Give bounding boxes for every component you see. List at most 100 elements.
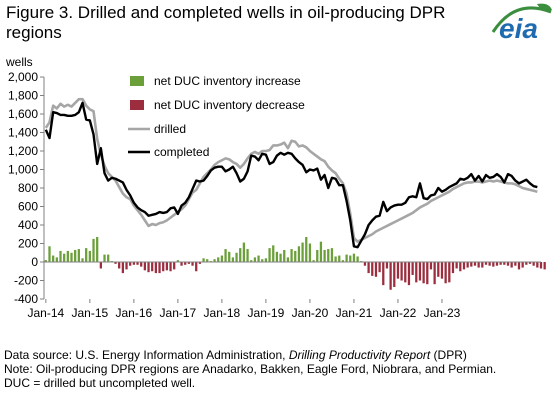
duc-decrease-bar: [488, 262, 491, 266]
duc-increase-bar: [316, 249, 319, 262]
duc-decrease-bar: [132, 262, 135, 265]
duc-decrease-bar: [514, 262, 517, 266]
definition-line: DUC = drilled but uncompleted well.: [4, 376, 196, 390]
duc-increase-bar: [202, 258, 205, 262]
duc-increase-bar: [176, 260, 180, 262]
y-axis-label: wells: [5, 55, 33, 69]
x-tick-label: Jan-14: [27, 306, 64, 320]
duc-increase-bar: [81, 258, 84, 262]
y-tick-label: -400: [14, 292, 38, 306]
duc-decrease-bar: [539, 262, 543, 269]
source-prefix: Data source: U.S. Energy Information Adm…: [4, 348, 286, 362]
x-tick-label: Jan-22: [380, 306, 417, 320]
duc-increase-bar: [107, 254, 110, 262]
x-tick-label: Jan-19: [248, 306, 285, 320]
y-tick-label: 1,200: [8, 144, 38, 158]
duc-decrease-bar: [440, 262, 444, 279]
duc-decrease-bar: [184, 262, 187, 265]
duc-increase-bar: [323, 249, 326, 262]
duc-increase-bar: [286, 257, 290, 263]
source-line: Data source: U.S. Energy Information Adm…: [4, 348, 556, 362]
chart-title: Figure 3. Drilled and completed wells in…: [6, 3, 446, 42]
duc-increase-bar: [213, 259, 216, 262]
duc-decrease-bar: [418, 262, 422, 281]
duc-decrease-bar: [422, 262, 425, 284]
duc-decrease-bar: [426, 262, 429, 285]
duc-decrease-bar: [367, 262, 370, 274]
duc-increase-bar: [217, 257, 220, 263]
duc-increase-bar: [327, 249, 330, 262]
duc-increase-bar: [305, 237, 308, 262]
y-tick-label: 1,800: [8, 89, 38, 103]
duc-decrease-bar: [543, 262, 546, 270]
eia-logo-graphic: eia: [491, 3, 552, 44]
duc-increase-bar: [272, 245, 275, 262]
duc-decrease-bar: [374, 262, 378, 277]
duc-decrease-bar: [532, 262, 535, 266]
chart-lines: [44, 97, 538, 249]
duc-decrease-bar: [429, 262, 433, 270]
duc-increase-bar: [48, 246, 51, 262]
duc-decrease-bar: [495, 262, 499, 266]
duc-decrease-bar: [517, 262, 521, 270]
duc-increase-bar: [349, 255, 352, 262]
y-tick-label: 1,000: [8, 163, 38, 177]
duc-increase-bar: [341, 260, 345, 262]
duc-increase-bar: [250, 260, 253, 262]
chart-plot: -400 -200 0 200 400 600 800 1,000 1,200 1,400 1,60…: [5, 55, 546, 320]
duc-decrease-bar: [147, 262, 150, 273]
duc-increase-bar: [261, 259, 264, 262]
duc-decrease-bar: [411, 262, 414, 275]
duc-increase-bar: [283, 249, 286, 262]
duc-decrease-bar: [382, 262, 385, 286]
duc-decrease-bar: [121, 262, 124, 274]
x-tick-label: Jan-15: [71, 306, 108, 320]
x-tick-label: Jan-16: [116, 306, 153, 320]
y-tick-label: -200: [14, 274, 38, 288]
duc-decrease-bar: [151, 262, 154, 272]
source-suffix: (DPR): [433, 348, 467, 362]
duc-increase-bar: [246, 249, 249, 262]
duc-increase-bar: [268, 248, 271, 263]
duc-decrease-bar: [481, 262, 484, 268]
duc-decrease-bar: [484, 262, 488, 265]
duc-decrease-bar: [136, 262, 139, 265]
duc-increase-bar: [224, 249, 227, 262]
duc-increase-bar: [334, 256, 337, 262]
duc-decrease-bar: [433, 262, 436, 285]
duc-decrease-bar: [499, 262, 502, 265]
duc-increase-bar: [356, 256, 359, 262]
duc-decrease-bar: [187, 262, 191, 264]
duc-decrease-bar: [473, 262, 477, 266]
duc-increase-bar: [88, 250, 91, 262]
duc-decrease-bar: [378, 262, 381, 273]
y-tick-label: 2,000: [8, 70, 38, 84]
duc-decrease-bar: [129, 262, 132, 266]
legend-completed-label: completed: [154, 145, 209, 159]
duc-decrease-bar: [459, 262, 462, 272]
duc-decrease-bar: [143, 262, 146, 271]
duc-decrease-bar: [492, 262, 495, 267]
duc-decrease-bar: [536, 262, 539, 268]
duc-decrease-bar: [195, 262, 198, 272]
duc-decrease-bar: [400, 262, 403, 281]
duc-increase-bar: [77, 249, 80, 262]
duc-decrease-bar: [118, 262, 121, 269]
completed-line: [44, 101, 538, 249]
duc-decrease-bar: [198, 262, 202, 264]
source-title: Drilling Productivity Report: [288, 348, 431, 362]
duc-decrease-bar: [125, 262, 128, 270]
duc-increase-bar: [312, 260, 315, 262]
duc-increase-bar: [66, 250, 69, 262]
duc-decrease-bar: [415, 262, 418, 283]
duc-decrease-bar: [393, 262, 396, 287]
duc-increase-bar: [264, 258, 268, 262]
duc-decrease-bar: [510, 262, 513, 268]
duc-increase-bar: [345, 254, 348, 262]
y-tick-label: 800: [18, 181, 38, 195]
duc-decrease-bar: [462, 262, 466, 270]
chart-notes: Data source: U.S. Energy Information Adm…: [4, 348, 556, 390]
duc-increase-bar: [55, 257, 58, 263]
x-tick-label: Jan-23: [424, 306, 461, 320]
duc-decrease-bar: [162, 262, 165, 272]
